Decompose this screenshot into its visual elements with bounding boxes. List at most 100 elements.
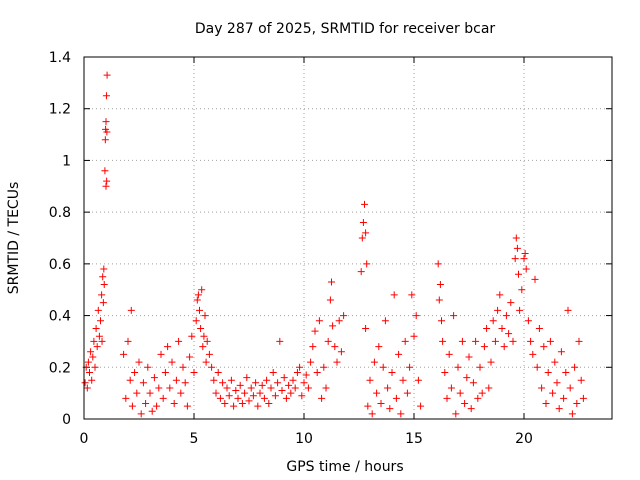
data-point	[200, 332, 208, 340]
data-point	[202, 358, 210, 366]
data-point	[247, 384, 255, 392]
data-point	[439, 337, 447, 345]
data-point	[544, 368, 552, 376]
data-point	[298, 392, 306, 400]
data-point	[265, 399, 273, 407]
data-point	[208, 363, 216, 371]
data-point	[276, 337, 284, 345]
data-point	[579, 394, 587, 402]
data-point	[564, 306, 572, 314]
data-point	[150, 374, 158, 382]
data-point	[538, 384, 546, 392]
data-point	[516, 306, 524, 314]
data-point	[412, 312, 420, 320]
data-point	[435, 296, 443, 304]
data-point	[258, 381, 266, 389]
data-point	[358, 234, 366, 242]
data-point	[379, 363, 387, 371]
data-point	[487, 358, 495, 366]
data-point	[498, 325, 506, 332]
data-point	[98, 337, 106, 345]
data-point	[522, 265, 530, 273]
data-point	[476, 363, 484, 371]
data-point	[318, 394, 326, 402]
data-point	[201, 312, 209, 320]
x-tick-label: 5	[190, 431, 199, 447]
data-point	[403, 389, 411, 397]
plot-frame	[83, 56, 613, 420]
data-point	[133, 389, 141, 397]
data-point	[260, 394, 268, 402]
data-point	[553, 379, 561, 387]
data-point	[203, 337, 211, 345]
data-point	[395, 350, 403, 358]
data-point	[447, 384, 455, 392]
data-point	[102, 118, 110, 126]
y-tick-label: 1.4	[49, 50, 71, 66]
data-point	[386, 405, 394, 413]
data-point	[335, 317, 343, 325]
data-point	[366, 376, 374, 384]
data-point	[315, 317, 323, 325]
data-point	[86, 368, 93, 376]
data-point	[179, 363, 187, 371]
data-point	[236, 381, 244, 389]
data-point	[505, 330, 513, 338]
data-point	[199, 343, 207, 351]
data-point	[557, 348, 565, 356]
y-tick-label: 0	[62, 412, 71, 428]
data-point	[89, 353, 97, 361]
data-point	[99, 273, 107, 281]
y-tick-label: 1.2	[49, 102, 71, 118]
data-point	[241, 389, 249, 397]
x-tick-label: 10	[295, 431, 313, 447]
data-point	[406, 363, 414, 371]
data-point	[434, 260, 442, 268]
y-tick-label: 1	[62, 153, 71, 169]
data-point	[436, 281, 444, 289]
data-point	[126, 376, 134, 384]
data-point	[101, 167, 109, 175]
data-point	[193, 296, 201, 304]
data-point	[496, 291, 504, 299]
data-point	[190, 368, 198, 376]
data-point	[146, 389, 154, 397]
data-point	[465, 353, 473, 361]
data-point	[223, 384, 231, 392]
data-point	[175, 337, 183, 345]
data-point	[384, 384, 392, 392]
axis-ticks	[83, 56, 612, 420]
data-point	[194, 291, 202, 299]
data-point	[161, 368, 169, 376]
data-point	[221, 399, 229, 407]
data-point	[377, 399, 385, 407]
x-tick-label: 0	[80, 431, 89, 447]
data-point	[304, 384, 312, 392]
data-point	[95, 332, 103, 340]
data-point	[478, 389, 486, 397]
data-point	[227, 376, 235, 384]
data-point	[566, 384, 574, 392]
data-point	[127, 306, 135, 314]
data-point	[307, 358, 315, 366]
data-point	[531, 275, 539, 283]
data-point	[513, 244, 521, 252]
data-point	[375, 343, 383, 351]
data-point	[124, 337, 132, 345]
data-point	[219, 379, 227, 387]
data-point	[153, 402, 161, 410]
data-point	[99, 299, 107, 307]
data-point	[302, 371, 310, 379]
data-point	[535, 325, 543, 332]
data-point	[120, 350, 128, 358]
data-point	[337, 348, 345, 356]
data-point	[357, 268, 365, 276]
data-point	[282, 394, 290, 402]
data-point	[289, 376, 297, 384]
data-series-srmtid	[81, 71, 587, 418]
data-point	[88, 376, 96, 384]
data-point	[103, 128, 111, 136]
data-point	[91, 363, 99, 371]
x-axis-label: GPS time / hours	[286, 459, 403, 475]
data-point	[205, 350, 213, 358]
